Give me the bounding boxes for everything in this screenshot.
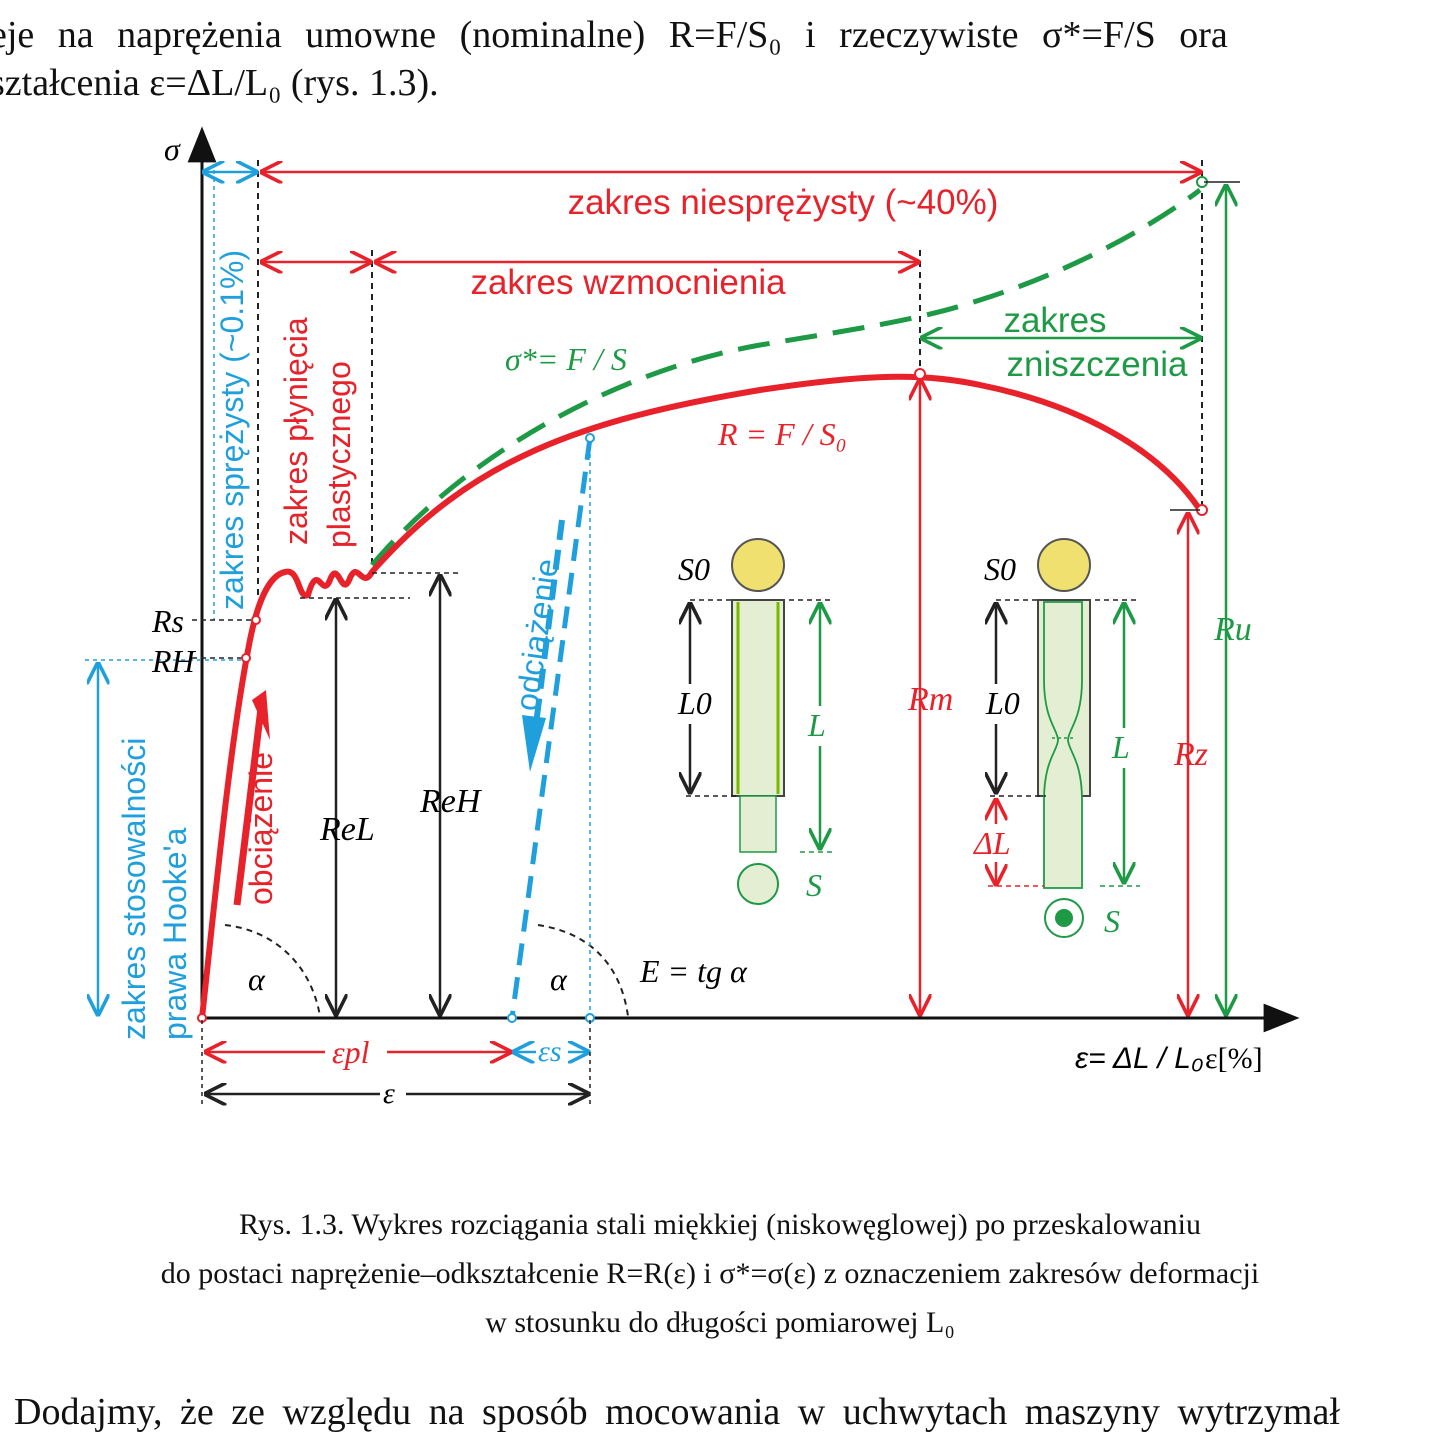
hooke-label-2: prawa Hooke'a [157,827,193,1040]
specimen-initial: S0 L0 L S [676,538,834,905]
l-label-bg-initial [806,706,834,746]
alpha-arc-right [537,924,629,1017]
cross-section-s-necked-core [1055,909,1073,927]
point-rh [241,653,251,663]
unloading-arrowhead [522,715,546,772]
text-above-line2: ształcenia ε=ΔL/L₀ (rys. 1.3). [0,62,439,104]
caption-line3: w stosunku do długości pomiarowej L₀ [485,1306,955,1339]
s-label-initial: S [806,867,822,903]
true-stress-formula: σ*= F / S [505,341,627,377]
hooke-label-1: zakres stosowalności [116,738,152,1040]
yield-zone-label-2: plastycznego [321,361,357,548]
s0-label-initial: S0 [678,551,710,587]
eps-s-label-bg [536,1034,568,1070]
strain-formula-text: ε= ΔL / L₀ [1075,1042,1204,1075]
dl-label: ΔL [972,825,1011,861]
text-above-line1: eje na naprężenia umowne (nominalne) R=F… [0,14,1228,56]
y-axis-label: σ [164,131,181,167]
l-label-necked: L [1111,729,1130,765]
unloading-arrow [531,519,565,741]
l-label-initial: L [807,707,826,743]
modulus-formula: E = tg α [639,953,748,989]
hardening-zone-label: zakres wzmocnienia [470,263,786,302]
text-below: Dodajmy, że ze względu na sposób mocowan… [14,1391,1340,1433]
caption-line1: Rys. 1.3. Wykres rozciągania stali miękk… [238,1208,1202,1241]
dl-label-bg [972,824,1024,862]
alpha-arc-left [224,924,321,1017]
point-unload-bottom [507,1013,517,1023]
specimen-necked: S0 L0 ΔL L S [972,538,1140,939]
l0-label-necked: L0 [985,685,1020,721]
rm-label: Rm [907,681,953,718]
rh-label: RH [151,643,197,679]
eps-pl-label-bg [325,1032,387,1072]
alpha-label-right: α [550,961,568,997]
loading-label: obciążenie [243,752,279,905]
ru-label: Ru [1213,611,1252,648]
unloading-line [509,437,593,1019]
s0-label-necked: S0 [984,551,1016,587]
alpha-label-left: α [248,961,266,997]
loading-arrowhead [252,690,270,740]
nominal-stress-curve [199,373,1203,1019]
point-rs [251,615,261,625]
nominal-stress-formula: R = F / S₀ [717,416,847,452]
l-label-bg-necked [1110,728,1138,768]
eps-s-label: εs [538,1035,562,1068]
eps-total-label: ε [383,1077,395,1110]
yield-zone-label-1: zakres płynięcia [278,317,314,545]
stress-strain-figure: σ ε[%] ε= ΔL / L₀ zakres niesprężysty (~… [85,126,1300,1110]
cross-section-s-initial [737,863,779,905]
loading-arrow [233,699,266,906]
inelastic-zone-label: zakres niesprężysty (~40%) [568,183,999,222]
l0-label-bg-necked [984,684,1020,724]
rel-label: ReL [319,811,375,848]
failure-zone-label-1: zakres [1003,301,1106,340]
point-rm [914,368,926,380]
specimen-neck [1043,601,1083,889]
specimen-body-initial [731,599,785,797]
cross-section-s0-initial [731,538,785,592]
reh-label: ReH [419,783,483,820]
rz-label: Rz [1173,736,1208,773]
point-unload-top [585,433,595,443]
strain-formula: ε= ΔL / L₀ [1075,1042,1204,1075]
true-stress-curve [370,187,1202,567]
elastic-zone-label: zakres sprężysty (~0.1%) [214,250,250,610]
l0-label-bg-initial [676,684,712,724]
s-label-necked: S [1104,903,1120,939]
eps-pl-label: εpl [332,1034,370,1070]
specimen-grip-initial [739,795,777,853]
failure-zone-label-2: zniszczenia [1007,345,1188,384]
caption-line2: do postaci naprężenie–odkształcenie R=R(… [160,1257,1260,1290]
x-axis-label: ε[%] [1205,1042,1263,1075]
cross-section-s0-necked [1037,538,1091,592]
figure-caption: Rys. 1.3. Wykres rozciągania stali miękk… [0,1200,1440,1347]
l0-label-initial: L0 [677,685,712,721]
eps-total-label-bg [380,1076,406,1110]
rs-label: Rs [151,603,184,639]
